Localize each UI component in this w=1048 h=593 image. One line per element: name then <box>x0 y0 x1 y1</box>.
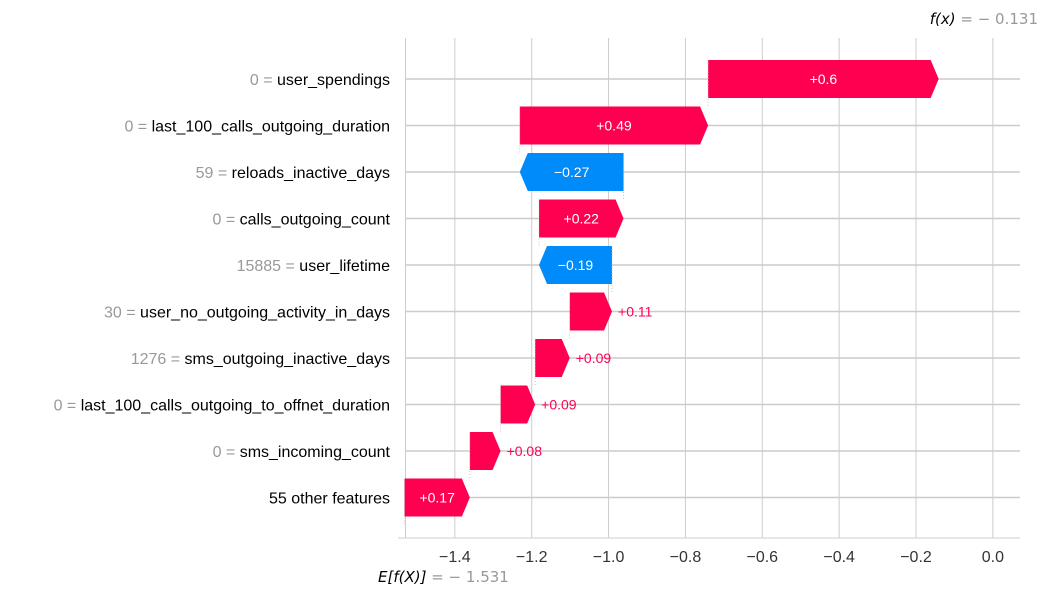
feature-equals: = <box>281 258 299 275</box>
feature-value: 30 <box>104 305 122 322</box>
feature-label: 55 other features <box>269 491 390 508</box>
feature-equals: = <box>213 165 231 182</box>
feature-value: 0 <box>250 72 259 89</box>
bars: +0.6 +0.49 −0.27 +0.22 −0.19 +0.11 +0.09 +0.09 +… <box>404 60 939 525</box>
base-value-prefix: E[f(X)] <box>378 568 427 586</box>
x-tick-label: −0.2 <box>900 549 932 566</box>
feature-equals: = <box>221 212 239 229</box>
bar-positive <box>404 478 470 517</box>
bar-value-label: +0.6 <box>810 71 838 87</box>
feature-name: user_lifetime <box>299 258 390 275</box>
bar-positive <box>708 60 939 98</box>
bar-negative <box>519 153 624 191</box>
bar-value-label: +0.17 <box>419 490 455 506</box>
feature-value: 0 <box>124 119 133 136</box>
feature-value: 15885 <box>237 258 282 275</box>
bar-positive <box>469 432 501 470</box>
expected-and-output-value-labels: f(x) = − 0.131 E[f(X)] = − 1.531 <box>378 10 1038 586</box>
x-tick-label: −0.4 <box>823 549 855 566</box>
feature-label: 15885 = user_lifetime <box>237 258 391 275</box>
feature-equals: = <box>133 119 151 136</box>
x-tick-label: −1.2 <box>516 549 548 566</box>
bar-positive <box>519 106 709 145</box>
feature-equals: = <box>122 305 140 322</box>
feature-equals: = <box>259 72 277 89</box>
feature-equals: = <box>62 398 80 415</box>
feature-name: user_spendings <box>277 72 390 89</box>
feature-name: calls_outgoing_count <box>240 212 391 229</box>
bar-positive <box>539 199 624 238</box>
feature-name: last_100_calls_outgoing_to_offnet_durati… <box>81 398 390 415</box>
feature-label: 30 = user_no_outgoing_activity_in_days <box>104 305 390 322</box>
feature-value: 59 <box>196 165 214 182</box>
bar-value-label: +0.09 <box>541 397 577 413</box>
x-tick-label: 0.0 <box>982 549 1004 566</box>
feature-name: reloads_inactive_days <box>232 165 390 182</box>
bar-positive <box>500 385 536 424</box>
feature-name: 55 other features <box>269 491 390 508</box>
bar-value-label: +0.08 <box>507 443 543 459</box>
feature-label: 0 = last_100_calls_outgoing_to_offnet_du… <box>54 398 390 415</box>
feature-label: 0 = user_spendings <box>250 72 390 89</box>
bar-value-label: +0.09 <box>576 350 612 366</box>
feature-name: sms_outgoing_inactive_days <box>185 351 390 368</box>
feature-label: 0 = last_100_calls_outgoing_duration <box>124 119 390 136</box>
bar-positive <box>569 292 613 331</box>
x-tick-label: −0.8 <box>670 549 702 566</box>
gridlines <box>405 38 1020 538</box>
x-tick-label: −1.4 <box>439 549 471 566</box>
feature-equals: = <box>166 351 184 368</box>
bar-value-label: −0.27 <box>554 164 590 180</box>
output-value-label: f(x) = − 0.131 <box>930 10 1038 28</box>
feature-label: 0 = calls_outgoing_count <box>213 212 391 229</box>
bar-value-label: +0.22 <box>564 211 600 227</box>
base-value-label: E[f(X)] = − 1.531 <box>378 568 509 586</box>
output-value-prefix: f(x) <box>930 10 956 28</box>
feature-label: 0 = sms_incoming_count <box>213 444 391 461</box>
feature-name: last_100_calls_outgoing_duration <box>152 119 390 136</box>
bar-value-label: −0.19 <box>558 257 594 273</box>
feature-name: sms_incoming_count <box>240 444 391 461</box>
feature-equals: = <box>221 444 239 461</box>
feature-label: 1276 = sms_outgoing_inactive_days <box>131 351 390 368</box>
x-axis: −1.4 −1.2 −1.0 −0.8 −0.6 −0.4 −0.2 0.0 <box>398 537 1020 566</box>
x-tick-label: −1.0 <box>593 549 625 566</box>
feature-label: 59 = reloads_inactive_days <box>196 165 390 182</box>
feature-value: 0 <box>213 444 222 461</box>
feature-value: 1276 <box>131 351 167 368</box>
bar-value-label: +0.49 <box>596 118 632 134</box>
bar-negative <box>539 246 613 284</box>
output-value-suffix: = − 0.131 <box>956 10 1038 28</box>
bar-value-label: +0.11 <box>618 304 653 320</box>
bar-positive <box>535 339 570 377</box>
base-value-suffix: = − 1.531 <box>426 568 508 586</box>
x-tick-label: −0.6 <box>746 549 778 566</box>
feature-value: 0 <box>54 398 63 415</box>
feature-name: user_no_outgoing_activity_in_days <box>140 305 390 322</box>
feature-value: 0 <box>213 212 222 229</box>
